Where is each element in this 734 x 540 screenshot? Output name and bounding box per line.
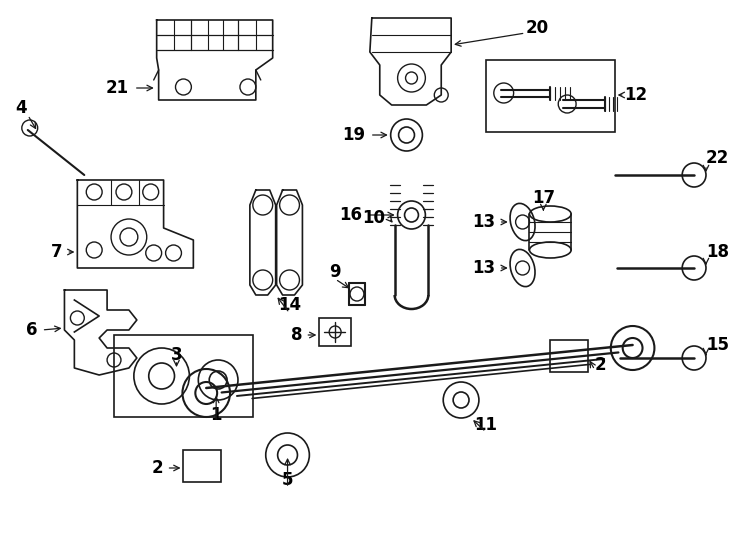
Text: 15: 15 [706, 336, 729, 354]
Text: 14: 14 [278, 296, 301, 314]
Text: 3: 3 [171, 346, 182, 364]
Text: 17: 17 [532, 189, 555, 207]
Text: 8: 8 [291, 326, 302, 344]
Text: 21: 21 [106, 79, 129, 97]
Text: 1: 1 [211, 406, 222, 424]
Bar [486, 60, 615, 132]
Text: 13: 13 [473, 259, 495, 277]
Bar [319, 318, 351, 346]
Text: 20: 20 [526, 19, 548, 37]
Text: 12: 12 [625, 86, 648, 104]
Bar [114, 335, 252, 417]
Text: 10: 10 [362, 209, 385, 227]
Text: 18: 18 [706, 243, 729, 261]
Text: 2: 2 [152, 459, 164, 477]
Text: 22: 22 [706, 149, 730, 167]
Text: 9: 9 [330, 263, 341, 281]
Text: 16: 16 [339, 206, 362, 224]
Text: 7: 7 [51, 243, 62, 261]
Text: 5: 5 [282, 471, 294, 489]
Text: 2: 2 [595, 356, 606, 374]
Text: 13: 13 [473, 213, 495, 231]
Bar [184, 450, 221, 482]
Text: 19: 19 [342, 126, 365, 144]
Text: 6: 6 [26, 321, 37, 339]
Bar [550, 340, 588, 372]
Text: 11: 11 [474, 416, 498, 434]
Text: 4: 4 [15, 99, 26, 117]
